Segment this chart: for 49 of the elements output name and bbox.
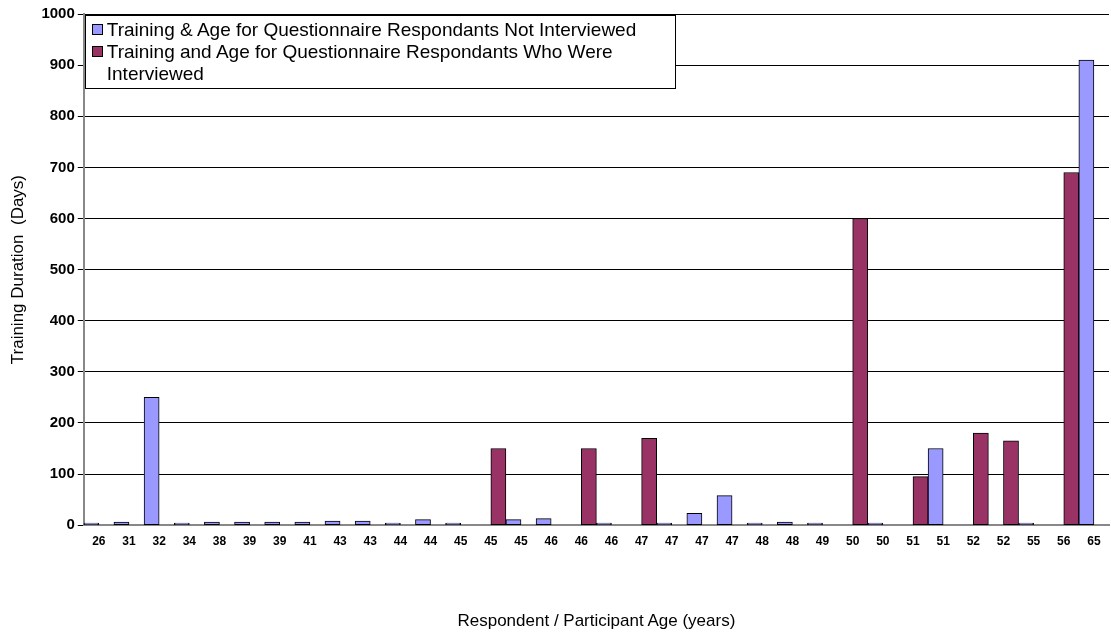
x-tick-label: 47 xyxy=(725,533,740,548)
x-tick-label: 47 xyxy=(634,533,649,548)
x-tick-label: 50 xyxy=(846,533,860,548)
y-tick-label: 900 xyxy=(49,55,75,73)
x-tick-label: 38 xyxy=(212,533,227,548)
x-tick-label: 56 xyxy=(1057,533,1071,548)
y-tick-label: 700 xyxy=(49,157,75,175)
x-tick-label: 48 xyxy=(785,533,800,548)
y-tick-label: 800 xyxy=(49,106,75,124)
x-tick-label: 46 xyxy=(574,533,589,548)
y-tick-label: 100 xyxy=(49,464,75,482)
x-tick-label: 50 xyxy=(876,533,890,548)
y-tick-label: 600 xyxy=(49,208,75,226)
x-tick-label: 65 xyxy=(1087,533,1101,548)
x-tick-label: 26 xyxy=(92,533,106,548)
x-axis-title: Respondent / Participant Age (years) xyxy=(457,611,736,631)
y-tick-label: 400 xyxy=(49,310,75,328)
x-tick-label: 46 xyxy=(604,533,619,548)
y-tick-label: 500 xyxy=(49,259,75,277)
x-tick-label: 43 xyxy=(333,533,348,548)
x-tick-label: 39 xyxy=(273,533,287,548)
x-tick-label: 51 xyxy=(936,533,951,548)
y-tick-label: 0 xyxy=(66,515,75,533)
x-tick-label: 52 xyxy=(996,533,1011,548)
x-tick-label: 46 xyxy=(544,533,559,548)
x-tick-label: 48 xyxy=(755,533,770,548)
x-tick-label: 49 xyxy=(815,533,830,548)
y-tick-label: 1000 xyxy=(41,4,75,22)
x-tick-label: 55 xyxy=(1026,533,1041,548)
x-tick-label: 52 xyxy=(966,533,981,548)
x-tick-label: 47 xyxy=(665,533,679,548)
x-tick-label: 51 xyxy=(906,533,920,548)
y-axis-title: Training Duration (Days) xyxy=(7,174,27,365)
x-tick-label: 41 xyxy=(303,533,317,548)
y-tick-label: 300 xyxy=(49,361,75,379)
x-tick-label: 44 xyxy=(423,533,438,548)
x-tick-label: 45 xyxy=(514,533,528,548)
x-tick-label: 31 xyxy=(122,533,136,548)
y-tick-label: 200 xyxy=(49,413,75,431)
legend-label: Training & Age for Questionnaire Respondants Not Interviewed xyxy=(106,19,637,41)
x-tick-label: 39 xyxy=(242,533,257,548)
x-tick-label: 45 xyxy=(454,533,468,548)
x-tick-label: 44 xyxy=(393,533,408,548)
x-tick-label: 45 xyxy=(484,533,498,548)
legend-label: Training and Age for Questionnaire Respondants Who Were Interviewed xyxy=(106,41,614,85)
x-tick-label: 34 xyxy=(182,533,197,548)
x-tick-label: 43 xyxy=(363,533,378,548)
x-tick-label: 47 xyxy=(695,533,709,548)
x-tick-label: 32 xyxy=(152,533,167,548)
